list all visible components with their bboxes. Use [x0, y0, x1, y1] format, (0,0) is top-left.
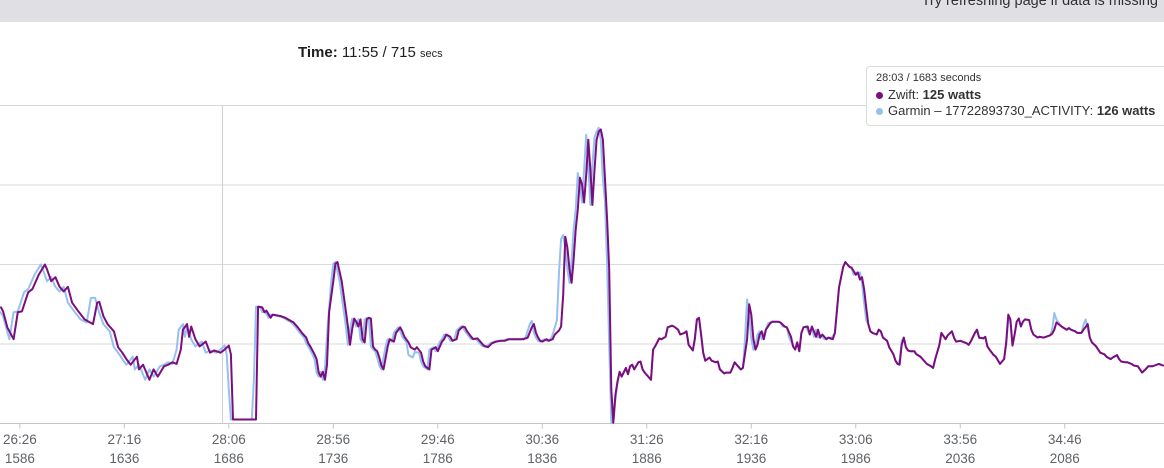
- x-tick-time-label: 29:46: [421, 432, 455, 447]
- status-bar: Try refreshing page if data is missing: [0, 0, 1164, 22]
- x-tick-time-label: 27:16: [107, 432, 141, 447]
- x-tick-seconds-label: 2036: [945, 451, 975, 466]
- x-tick-seconds-label: 1936: [736, 451, 766, 466]
- tooltip-garmin-label: Garmin – 17722893730_ACTIVITY:: [888, 103, 1097, 118]
- chart-tooltip: 28:03 / 1683 seconds Zwift: 125 watts Ga…: [866, 66, 1164, 126]
- x-tick-time-label: 30:36: [525, 432, 559, 447]
- x-tick-time-label: 33:06: [839, 432, 873, 447]
- garmin-series-dot: [876, 108, 883, 115]
- tooltip-row-zwift: Zwift: 125 watts: [876, 87, 1164, 103]
- x-tick-seconds-label: 1586: [5, 451, 35, 466]
- time-label-value: 11:55 / 715: [337, 44, 421, 61]
- x-tick-seconds-label: 1786: [423, 451, 453, 466]
- x-tick-time-label: 28:06: [212, 432, 246, 447]
- zwift-series-dot: [876, 92, 883, 99]
- tooltip-zwift-label: Zwift:: [888, 87, 923, 102]
- x-tick-time-label: 34:46: [1048, 432, 1082, 447]
- x-tick-seconds-label: 1986: [841, 451, 871, 466]
- tooltip-row-garmin: Garmin – 17722893730_ACTIVITY: 126 watts: [876, 103, 1164, 119]
- hover-time-label: Time: 11:55 / 715 secs: [298, 44, 443, 61]
- tooltip-zwift-value: 125 watts: [922, 87, 982, 102]
- x-tick-time-label: 28:56: [316, 432, 350, 447]
- series-line-zwift[interactable]: [0, 128, 1164, 424]
- time-label-unit: secs: [420, 48, 443, 60]
- x-tick-seconds-label: 2086: [1050, 451, 1080, 466]
- tooltip-garmin-value: 126 watts: [1096, 103, 1156, 118]
- x-tick-seconds-label: 1836: [527, 451, 557, 466]
- x-tick-seconds-label: 1636: [109, 451, 139, 466]
- x-tick-time-label: 32:16: [734, 432, 768, 447]
- x-tick-seconds-label: 1686: [214, 451, 244, 466]
- x-tick-time-label: 26:26: [3, 432, 37, 447]
- x-tick-time-label: 31:26: [630, 432, 664, 447]
- series-line-garmin[interactable]: [0, 126, 1164, 424]
- x-tick-seconds-label: 1736: [318, 451, 348, 466]
- x-tick-time-label: 33:56: [943, 432, 977, 447]
- tooltip-time-header: 28:03 / 1683 seconds: [876, 72, 982, 84]
- x-tick-seconds-label: 1886: [632, 451, 662, 466]
- status-message: Try refreshing page if data is missing: [921, 0, 1158, 9]
- time-label-prefix: Time:: [298, 44, 338, 61]
